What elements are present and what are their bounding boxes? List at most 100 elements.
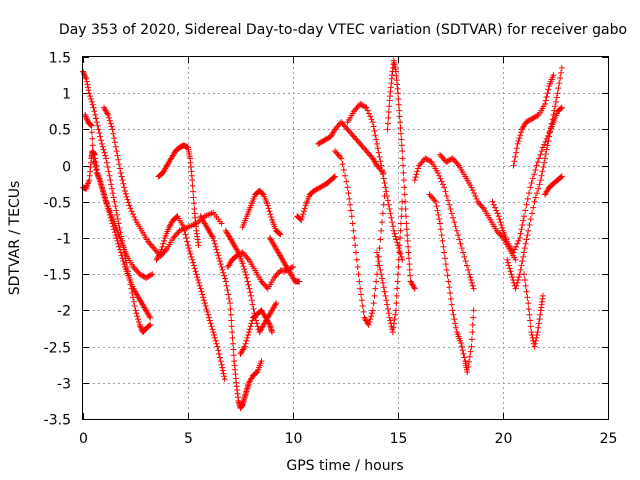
- data-point: [94, 122, 101, 129]
- data-point: [444, 272, 451, 279]
- data-point: [217, 358, 224, 365]
- data-point: [402, 213, 409, 220]
- data-point: [288, 264, 295, 271]
- data-point: [229, 334, 236, 341]
- data-point: [470, 285, 477, 292]
- data-point: [464, 368, 471, 375]
- data-point: [514, 240, 521, 247]
- data-point: [227, 311, 234, 318]
- data-point: [240, 263, 247, 270]
- data-point: [448, 156, 455, 163]
- data-point: [430, 195, 437, 202]
- data-point: [358, 101, 365, 108]
- data-point: [110, 130, 117, 137]
- data-point: [517, 132, 524, 139]
- data-point: [206, 317, 213, 324]
- data-point: [360, 103, 367, 110]
- data-point: [397, 220, 404, 227]
- data-point: [82, 111, 89, 118]
- data-point: [515, 237, 522, 244]
- data-point: [315, 140, 322, 147]
- data-point: [438, 232, 445, 239]
- data-point: [353, 136, 360, 143]
- data-point: [533, 113, 540, 120]
- x-tick-label: 10: [285, 431, 303, 447]
- data-point: [343, 124, 350, 131]
- data-point: [511, 158, 518, 165]
- data-point: [348, 213, 355, 220]
- data-point: [134, 268, 141, 275]
- data-point: [466, 271, 473, 278]
- data-point: [370, 300, 377, 307]
- data-point: [526, 190, 533, 197]
- data-point: [135, 318, 142, 325]
- data-point: [398, 253, 405, 260]
- data-point: [442, 261, 449, 268]
- y-axis-label: SDTVAR / TECUs: [7, 181, 23, 296]
- data-point: [98, 140, 105, 147]
- data-point: [467, 348, 474, 355]
- data-point: [195, 242, 202, 249]
- data-point: [89, 101, 96, 108]
- data-point: [545, 137, 552, 144]
- data-point: [411, 177, 418, 184]
- data-point: [536, 316, 543, 323]
- data-point: [373, 136, 380, 143]
- data-point: [185, 242, 191, 249]
- data-point: [204, 308, 211, 315]
- data-point: [554, 90, 561, 97]
- data-point: [477, 201, 484, 208]
- data-point: [542, 155, 548, 162]
- data-point: [147, 314, 154, 321]
- data-point: [277, 231, 284, 238]
- data-point: [214, 249, 221, 256]
- y-tick-label: 1.5: [49, 51, 71, 67]
- data-point: [317, 184, 324, 191]
- data-point: [94, 166, 101, 173]
- data-point: [524, 195, 531, 202]
- data-point: [352, 106, 359, 113]
- data-point: [189, 177, 196, 184]
- data-point: [318, 138, 325, 145]
- data-point: [114, 211, 121, 218]
- data-point: [467, 274, 474, 281]
- data-point: [107, 120, 114, 127]
- data-point: [557, 105, 564, 112]
- data-point: [172, 232, 179, 239]
- data-point: [360, 308, 367, 315]
- data-point: [450, 214, 457, 221]
- data-point: [518, 129, 525, 136]
- series-track-11: [239, 187, 284, 238]
- data-point: [371, 292, 378, 299]
- data-point: [530, 204, 537, 211]
- data-point: [542, 97, 549, 104]
- data-point: [443, 266, 450, 273]
- data-point: [139, 272, 146, 279]
- data-point: [389, 223, 396, 230]
- data-point: [106, 114, 113, 121]
- data-point: [522, 207, 529, 214]
- data-point: [92, 158, 99, 165]
- data-point: [218, 361, 225, 368]
- data-point: [108, 181, 115, 188]
- data-point: [496, 216, 503, 223]
- data-point: [391, 316, 398, 323]
- data-point: [215, 252, 222, 259]
- data-point: [493, 227, 500, 234]
- data-point: [357, 101, 364, 108]
- data-point: [449, 155, 456, 162]
- data-point: [450, 156, 457, 163]
- data-point: [386, 206, 393, 213]
- data-point: [460, 249, 467, 256]
- y-tick-label: -2.5: [44, 341, 71, 357]
- data-point: [522, 282, 529, 289]
- data-point: [227, 305, 234, 312]
- data-point: [376, 153, 383, 160]
- data-point: [436, 172, 443, 179]
- data-point: [411, 285, 418, 292]
- data-point: [453, 227, 460, 234]
- data-point: [161, 237, 168, 244]
- data-point: [386, 103, 393, 110]
- data-point: [93, 162, 100, 169]
- data-point: [544, 132, 551, 139]
